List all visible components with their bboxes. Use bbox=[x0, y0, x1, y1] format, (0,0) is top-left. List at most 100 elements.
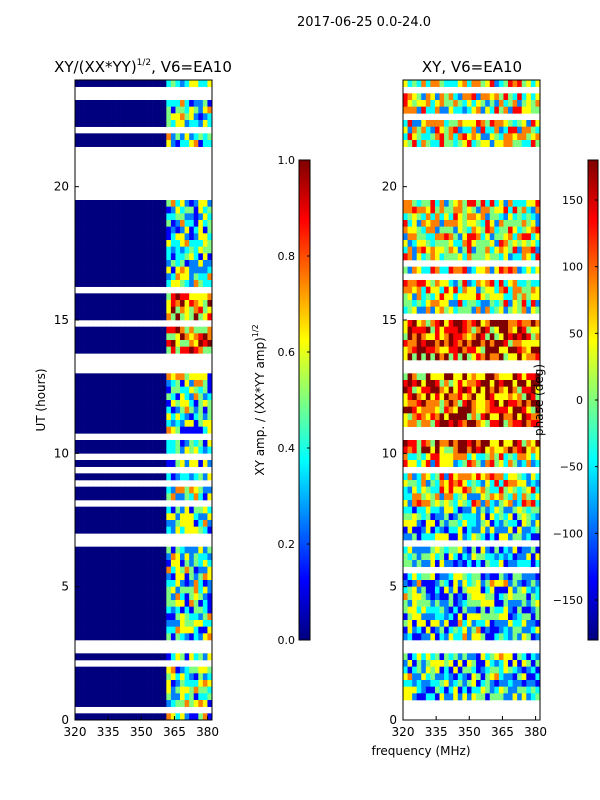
heatmap-cell bbox=[184, 120, 190, 127]
heatmap-cell bbox=[152, 380, 158, 387]
heatmap-cell bbox=[503, 440, 509, 447]
heatmap-cell bbox=[138, 273, 144, 281]
heatmap-cell bbox=[448, 100, 454, 107]
heatmap-cell bbox=[476, 533, 481, 541]
heatmap-cell bbox=[134, 546, 140, 554]
heatmap-cell bbox=[485, 413, 491, 421]
heatmap-cell bbox=[508, 506, 513, 514]
heatmap-cell bbox=[485, 266, 491, 274]
heatmap-cell bbox=[207, 386, 213, 394]
heatmap-cell bbox=[120, 206, 126, 214]
heatmap-cell bbox=[485, 506, 491, 514]
heatmap-cell bbox=[170, 293, 176, 301]
heatmap-cell bbox=[434, 460, 440, 467]
heatmap-cell bbox=[193, 486, 199, 494]
heatmap-cell bbox=[425, 586, 431, 594]
heatmap-cell bbox=[129, 400, 135, 407]
heatmap-cell bbox=[143, 613, 149, 621]
heatmap-cell bbox=[471, 100, 477, 107]
heatmap-cell bbox=[526, 353, 532, 361]
heatmap-cell bbox=[189, 626, 195, 634]
heatmap-cell bbox=[120, 253, 126, 261]
heatmap-cell bbox=[106, 440, 112, 447]
heatmap-cell bbox=[466, 400, 472, 407]
heatmap-cell bbox=[125, 206, 131, 214]
heatmap-cell bbox=[198, 653, 204, 661]
heatmap-cell bbox=[138, 486, 144, 494]
heatmap-cell bbox=[430, 353, 436, 361]
heatmap-cell bbox=[444, 246, 449, 254]
heatmap-cell bbox=[120, 526, 126, 534]
heatmap-cell bbox=[466, 120, 472, 127]
heatmap-cell bbox=[202, 666, 208, 674]
heatmap-cell bbox=[184, 100, 190, 107]
heatmap-cell bbox=[170, 380, 176, 387]
heatmap-cell bbox=[530, 673, 536, 681]
heatmap-cell bbox=[448, 586, 454, 594]
heatmap-cell bbox=[526, 100, 532, 107]
heatmap-cell bbox=[521, 653, 527, 661]
heatmap-cell bbox=[193, 293, 199, 301]
heatmap-cell bbox=[148, 106, 153, 114]
heatmap-cell bbox=[152, 226, 158, 234]
heatmap-cell bbox=[466, 493, 472, 501]
heatmap-cell bbox=[129, 220, 135, 227]
heatmap-cell bbox=[198, 586, 204, 594]
heatmap-cell bbox=[166, 573, 172, 581]
heatmap-cell bbox=[526, 406, 532, 414]
heatmap-cell bbox=[125, 413, 131, 421]
heatmap-cell bbox=[198, 400, 204, 407]
heatmap-cell bbox=[517, 500, 523, 507]
heatmap-cell bbox=[134, 666, 140, 674]
heatmap-cell bbox=[421, 633, 427, 641]
heatmap-cell bbox=[517, 693, 523, 701]
heatmap-cell bbox=[157, 586, 163, 594]
heatmap-cell bbox=[88, 306, 94, 314]
heatmap-cell bbox=[403, 293, 408, 301]
heatmap-cell bbox=[444, 480, 449, 487]
heatmap-cell bbox=[462, 653, 468, 661]
heatmap-cell bbox=[207, 686, 213, 694]
heatmap-cell bbox=[143, 220, 149, 227]
heatmap-cell bbox=[180, 680, 185, 687]
heatmap-cell bbox=[480, 413, 486, 421]
heatmap-cell bbox=[134, 693, 140, 701]
heatmap-cell bbox=[444, 453, 449, 461]
left-x-ticks: 320 335 350 365 380 bbox=[64, 716, 219, 739]
heatmap-cell bbox=[111, 553, 117, 561]
heatmap-cell bbox=[489, 226, 495, 234]
heatmap-cell bbox=[425, 660, 431, 667]
heatmap-cell bbox=[521, 206, 527, 214]
heatmap-cell bbox=[416, 460, 422, 467]
heatmap-cell bbox=[535, 246, 541, 254]
heatmap-cell bbox=[138, 686, 144, 694]
heatmap-cell bbox=[416, 633, 422, 641]
heatmap-cell bbox=[189, 473, 195, 481]
heatmap-cell bbox=[407, 200, 413, 207]
heatmap-cell bbox=[476, 613, 481, 621]
heatmap-cell bbox=[202, 600, 208, 607]
heatmap-cell bbox=[517, 120, 523, 127]
heatmap-cell bbox=[421, 620, 427, 627]
heatmap-cell bbox=[489, 326, 495, 334]
heatmap-cell bbox=[512, 420, 518, 427]
heatmap-cell bbox=[88, 200, 94, 207]
heatmap-cell bbox=[138, 306, 144, 314]
heatmap-cell bbox=[462, 620, 468, 627]
heatmap-cell bbox=[489, 693, 495, 701]
heatmap-cell bbox=[535, 266, 541, 274]
heatmap-cell bbox=[489, 660, 495, 667]
heatmap-cell bbox=[480, 240, 486, 247]
heatmap-cell bbox=[170, 240, 176, 247]
heatmap-cell bbox=[88, 326, 94, 334]
heatmap-cell bbox=[170, 213, 176, 221]
heatmap-cell bbox=[462, 100, 468, 107]
heatmap-cell bbox=[489, 686, 495, 694]
heatmap-cell bbox=[512, 320, 518, 327]
heatmap-cell bbox=[494, 493, 500, 501]
heatmap-cell bbox=[521, 240, 527, 247]
heatmap-cell bbox=[403, 340, 408, 347]
heatmap-cell bbox=[148, 566, 153, 574]
heatmap-cell bbox=[439, 533, 445, 541]
heatmap-cell bbox=[84, 300, 89, 307]
